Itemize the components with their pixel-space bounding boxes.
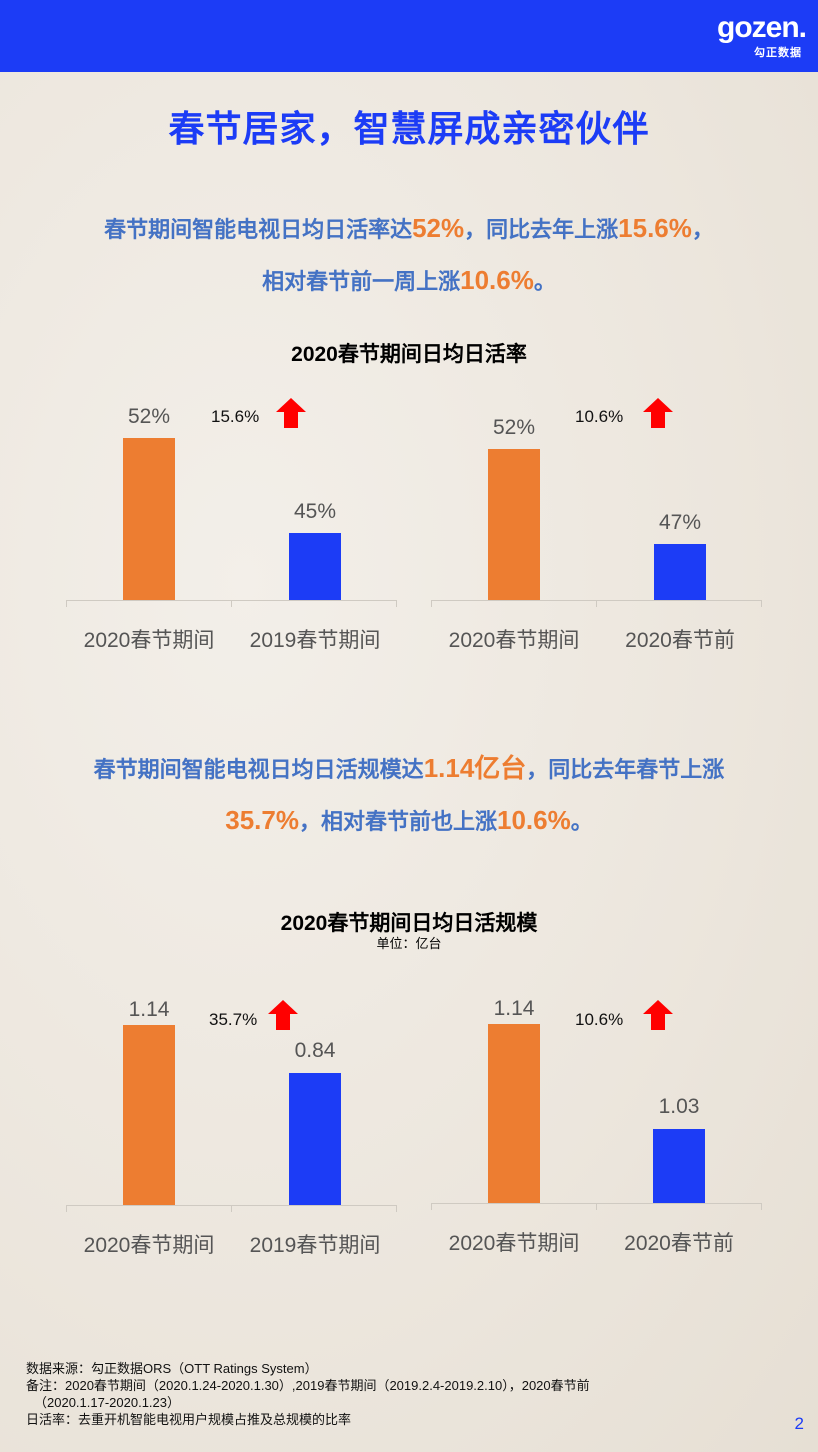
axis-tick [231, 1205, 232, 1212]
data-source: 数据来源：勾正数据ORS（OTT Ratings System） [26, 1361, 318, 1376]
bar-2019-festival [289, 1073, 341, 1205]
axis-tick [66, 1205, 67, 1212]
bar-value: 52% [127, 405, 171, 428]
up-arrow-icon [276, 398, 306, 428]
page-number: 2 [794, 1414, 804, 1433]
category-label: 2020春节期间 [448, 629, 580, 652]
category-label: 2020春节前 [624, 1232, 734, 1255]
text: ，同比去年春节上涨 [526, 757, 725, 782]
chart-unit: 单位：亿台 [376, 936, 442, 951]
text: 春节期间智能电视日均日活规模达 [93, 757, 424, 782]
gozen-logo: gozen. 勾正数据 [696, 11, 807, 60]
text: 春节期间智能电视日均日活率达 [104, 217, 413, 242]
note-continued: （2020.1.17-2020.1.23） [34, 1395, 180, 1410]
bar-value: 1.14 [493, 997, 535, 1020]
highlight-value: 1.14亿台 [423, 753, 527, 783]
bar-2020-festival [123, 1025, 175, 1205]
footer-notes: 数据来源：勾正数据ORS（OTT Ratings System） 备注：2020… [26, 1360, 590, 1428]
category-label: 2020春节期间 [83, 629, 215, 652]
text: ， [691, 217, 714, 242]
category-label: 2019春节期间 [249, 629, 381, 652]
axis-tick [761, 1203, 762, 1210]
summary-rate-line1: 春节期间智能电视日均日活率达52%，同比去年上涨15.6%， [0, 203, 818, 255]
text: 相对春节前一周上涨 [262, 269, 461, 294]
highlight-value: 10.6% [497, 805, 571, 835]
bar-value: 0.84 [294, 1039, 336, 1062]
chart-title-scale: 2020春节期间日均日活规模 [280, 912, 538, 935]
summary-rate: 春节期间智能电视日均日活率达52%，同比去年上涨15.6%， 相对春节前一周上涨… [0, 203, 818, 307]
bar-value: 45% [293, 500, 337, 523]
growth-label: 10.6% [575, 407, 624, 426]
bar-value: 47% [658, 511, 702, 534]
category-label: 2019春节期间 [249, 1234, 381, 1257]
growth-label: 35.7% [209, 1010, 258, 1029]
bar-2020-festival [488, 1024, 540, 1203]
definition: 日活率：去重开机智能电视用户规模占推及总规模的比率 [26, 1412, 352, 1427]
axis-tick [431, 600, 432, 607]
chart-title-rate: 2020春节期间日均日活率 [291, 343, 527, 366]
summary-scale-line1: 春节期间智能电视日均日活规模达1.14亿台，同比去年春节上涨 [0, 743, 818, 795]
note: 备注：2020春节期间（2020.1.24-2020.1.30）,2019春节期… [26, 1378, 590, 1393]
bar-2020-festival [123, 438, 175, 600]
text: 。 [533, 269, 556, 294]
axis-tick [396, 1205, 397, 1212]
highlight-value: 52% [412, 213, 465, 243]
bar-2020-pre-festival [654, 544, 706, 600]
highlight-value: 10.6% [460, 265, 534, 295]
axis-tick [596, 600, 597, 607]
text: 。 [570, 809, 593, 834]
axis-tick [396, 600, 397, 607]
category-label: 2020春节期间 [448, 1232, 580, 1255]
growth-label: 10.6% [575, 1010, 624, 1029]
bar-value: 52% [492, 416, 536, 439]
logo-subtitle: 勾正数据 [754, 47, 802, 59]
axis-tick [66, 600, 67, 607]
category-label: 2020春节前 [625, 629, 735, 652]
summary-rate-line2: 相对春节前一周上涨10.6%。 [0, 255, 818, 307]
summary-scale: 春节期间智能电视日均日活规模达1.14亿台，同比去年春节上涨 35.7%，相对春… [0, 743, 818, 847]
up-arrow-icon [643, 1000, 673, 1030]
category-label: 2020春节期间 [83, 1234, 215, 1257]
bar-2020-pre-festival [653, 1129, 705, 1203]
summary-scale-line2: 35.7%，相对春节前也上涨10.6%。 [0, 795, 818, 847]
highlight-value: 35.7% [225, 805, 299, 835]
bar-value: 1.14 [128, 998, 170, 1021]
logo-word: gozen. [717, 11, 807, 44]
up-arrow-icon [268, 1000, 298, 1030]
highlight-value: 15.6% [618, 213, 692, 243]
growth-label: 15.6% [211, 407, 260, 426]
axis-tick [596, 1203, 597, 1210]
axis-tick [431, 1203, 432, 1210]
text: ，同比去年上涨 [464, 217, 619, 242]
bar-2020-festival [488, 449, 540, 600]
page-title: 春节居家，智慧屏成亲密伙伴 [168, 108, 650, 149]
bar-value: 1.03 [658, 1095, 700, 1118]
up-arrow-icon [643, 398, 673, 428]
header-bar: gozen. 勾正数据 [0, 0, 818, 72]
text: ，相对春节前也上涨 [298, 809, 497, 834]
axis-tick [231, 600, 232, 607]
axis-tick [761, 600, 762, 607]
bar-2019-festival [289, 533, 341, 600]
